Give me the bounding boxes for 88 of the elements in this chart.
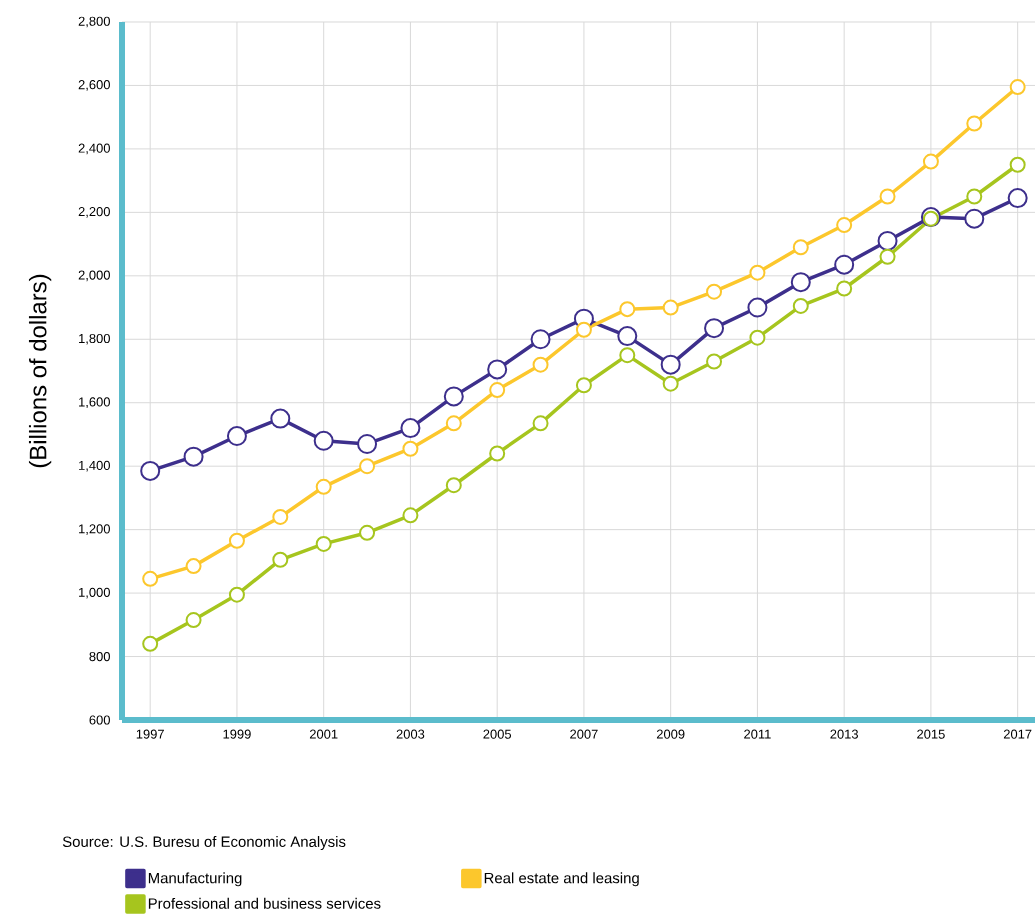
point [443, 386, 464, 407]
point [228, 586, 245, 603]
point [272, 551, 289, 568]
point [792, 297, 809, 314]
source-note: Source: U.S. Buresu of Economic Analysis [62, 836, 346, 850]
y-axis-title: (Billions of dollars) [28, 274, 52, 468]
x-tick-label: 2005 [483, 729, 512, 739]
point [445, 415, 462, 432]
y-tick-label: 2,200 [78, 207, 110, 218]
point [315, 478, 332, 495]
x-tick-label: 1999 [223, 729, 251, 739]
y-tick-label: 2,800 [78, 16, 110, 28]
point [489, 382, 506, 399]
x-tick-label: 2003 [396, 729, 425, 739]
point [834, 254, 855, 275]
point [966, 115, 983, 132]
point [966, 188, 983, 205]
point [749, 264, 766, 281]
point [575, 377, 592, 394]
point [532, 415, 549, 432]
y-tick-label: 2,000 [78, 270, 110, 282]
point [359, 524, 376, 541]
point [185, 612, 202, 629]
point [270, 408, 291, 429]
x-tick-label: 2017 [1003, 729, 1032, 739]
y-tick-label: 1,800 [79, 333, 110, 345]
point [183, 446, 204, 467]
point [532, 356, 549, 373]
point [142, 635, 159, 652]
x-tick-label: 2015 [917, 729, 945, 739]
point [315, 535, 332, 552]
point [792, 239, 809, 256]
point [1009, 156, 1026, 173]
point [272, 508, 289, 525]
point [142, 570, 159, 587]
point [359, 458, 376, 475]
point [487, 359, 508, 380]
point [489, 445, 506, 462]
y-tick-label: 800 [89, 651, 110, 662]
point [313, 430, 334, 451]
point [704, 318, 725, 339]
x-tick-label: 2001 [309, 729, 338, 739]
point [185, 558, 202, 575]
point [445, 477, 462, 494]
y-tick-label: 1,200 [79, 524, 110, 535]
point [964, 208, 985, 229]
point [877, 230, 898, 251]
point [790, 272, 811, 293]
y-tick-label: 600 [89, 715, 110, 725]
point [1009, 79, 1026, 96]
legend-label: Professional and business services [148, 897, 381, 909]
y-tick-label: 2,400 [78, 143, 110, 155]
y-tick-label: 2,600 [78, 80, 110, 91]
point [922, 153, 939, 170]
point [357, 433, 378, 454]
x-tick-label: 2013 [830, 729, 859, 739]
y-tick-label: 1,400 [79, 460, 110, 472]
point [749, 329, 766, 346]
point [402, 507, 419, 524]
point [619, 301, 636, 318]
legend-label: Real estate and leasing [484, 872, 639, 887]
point [226, 426, 247, 447]
y-tick-label: 1,000 [79, 587, 110, 599]
point [662, 375, 679, 392]
point [617, 326, 638, 347]
x-tick-label: 2011 [744, 729, 771, 739]
x-tick-label: 1997 [136, 729, 164, 739]
point [1007, 188, 1028, 209]
point [706, 353, 723, 370]
point [575, 321, 592, 338]
x-tick-label: 2007 [570, 729, 598, 739]
point [402, 440, 419, 457]
point [228, 532, 245, 549]
y-tick-label: 1,600 [79, 397, 110, 409]
point [400, 418, 421, 439]
point [662, 299, 679, 316]
point [747, 297, 768, 318]
legend-label: Manufacturing [148, 872, 242, 887]
x-tick-label: 2009 [656, 729, 685, 739]
point [836, 217, 853, 234]
point [140, 460, 161, 481]
point [619, 347, 636, 364]
point [836, 280, 853, 297]
point [879, 188, 896, 205]
point [660, 354, 681, 375]
point [879, 248, 896, 265]
point [530, 329, 551, 350]
point [706, 283, 723, 300]
